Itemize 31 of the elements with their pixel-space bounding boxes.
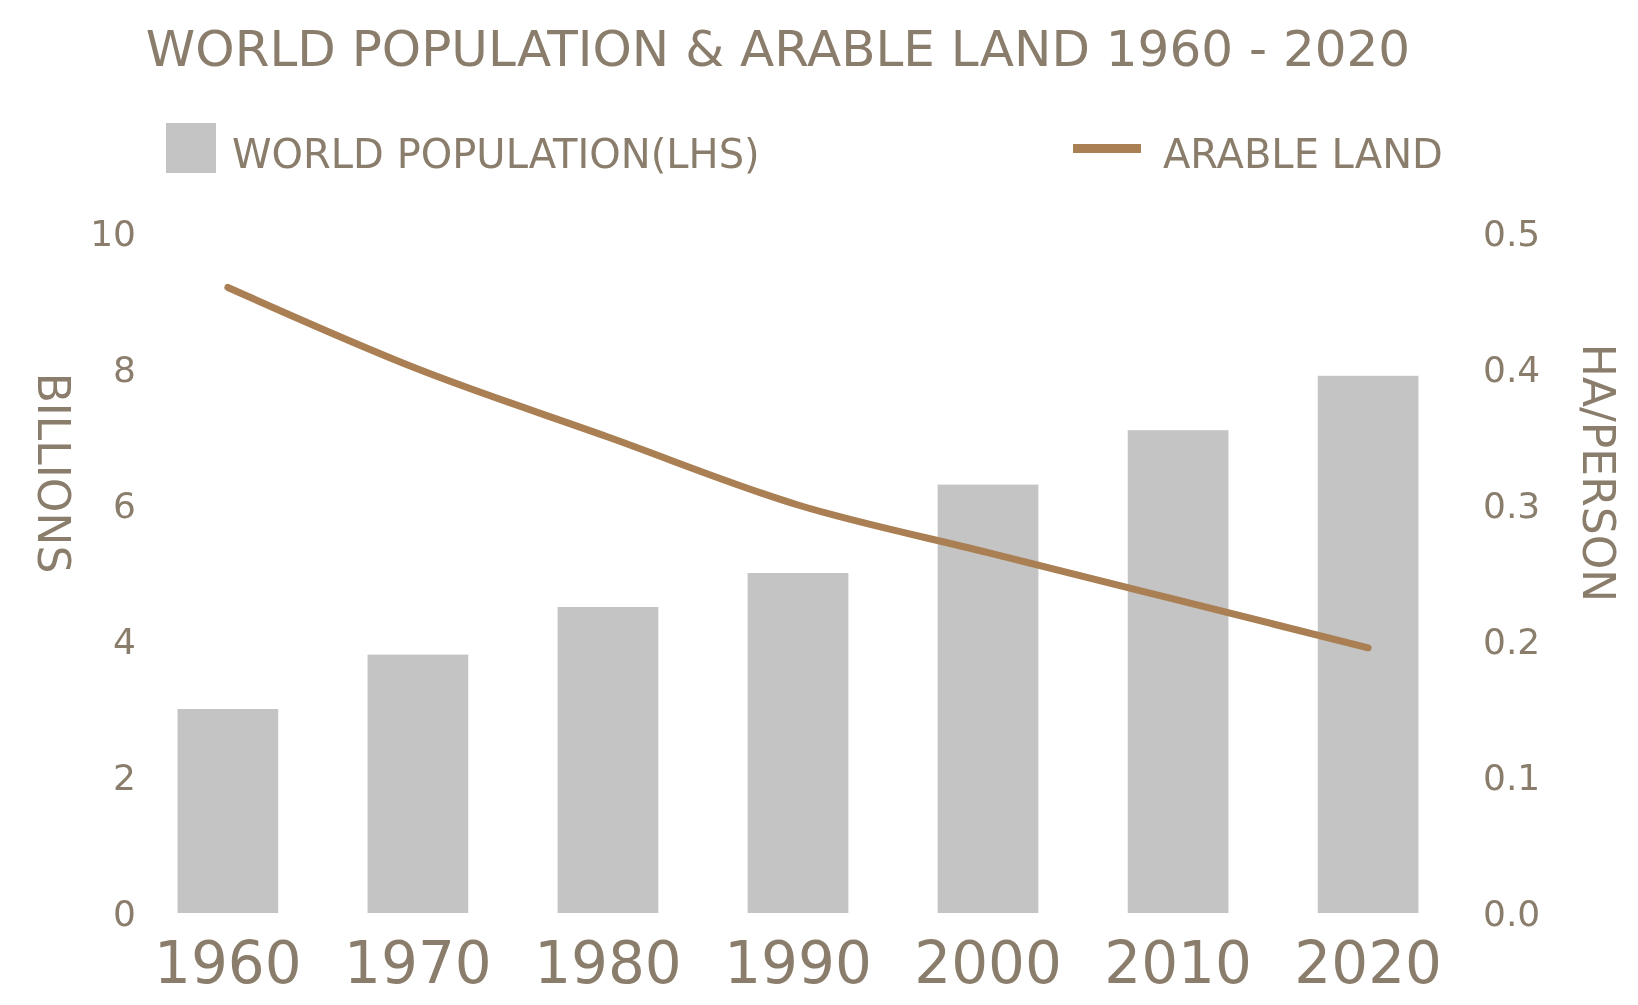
y-axis-title: BILLIONS: [28, 372, 79, 574]
x-tick-label: 1970: [344, 929, 492, 997]
y-tick-label: 2: [113, 756, 136, 798]
x-tick-label: 1980: [534, 929, 682, 997]
y2-tick-label: 0.1: [1483, 756, 1541, 798]
bar: [557, 607, 659, 913]
legend-label: ARABLE LAND: [1163, 131, 1443, 177]
bar: [367, 654, 469, 913]
y-tick-label: 10: [90, 212, 136, 254]
bar: [937, 484, 1039, 913]
y2-tick-label: 0.3: [1483, 484, 1541, 526]
bar: [1317, 375, 1419, 913]
y2-tick-label: 0.4: [1483, 348, 1541, 390]
bar: [1127, 430, 1229, 913]
y2-axis-title: HA/PERSON: [1573, 343, 1624, 603]
y-tick-label: 6: [113, 484, 136, 526]
bar: [747, 573, 849, 913]
x-tick-label: 1990: [724, 929, 872, 997]
legend-label: WORLD POPULATION(LHS): [232, 131, 760, 177]
y-tick-label: 8: [113, 348, 136, 390]
chart-title: WORLD POPULATION & ARABLE LAND 1960 - 2020: [145, 20, 1411, 78]
y2-tick-label: 0.0: [1483, 892, 1541, 934]
y2-tick-label: 0.2: [1483, 620, 1541, 662]
bar: [177, 709, 279, 913]
x-tick-label: 1960: [154, 929, 302, 997]
y-tick-label: 4: [113, 620, 136, 662]
y2-tick-label: 0.5: [1483, 212, 1541, 254]
x-tick-label: 2010: [1104, 929, 1252, 997]
x-tick-label: 2000: [914, 929, 1062, 997]
y-tick-label: 0: [113, 892, 136, 934]
x-tick-label: 2020: [1294, 929, 1442, 997]
